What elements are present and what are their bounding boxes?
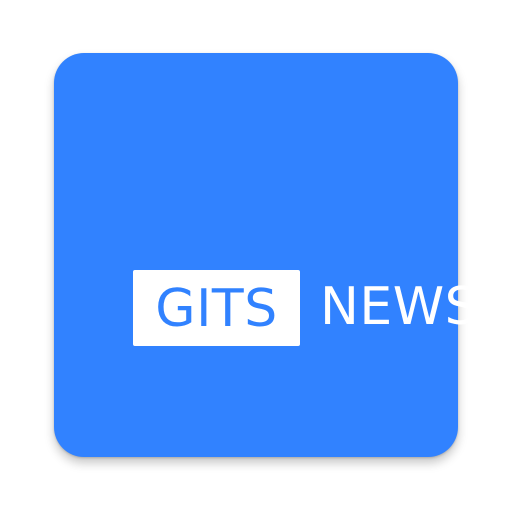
logo-highlight-box: GITS (133, 270, 300, 346)
logo-word-container: NEWS (320, 271, 478, 347)
logo-word-gits: GITS (155, 279, 278, 339)
logo-word-news: NEWS (320, 277, 479, 337)
app-icon-tile[interactable]: GITS NEWS (54, 53, 478, 457)
